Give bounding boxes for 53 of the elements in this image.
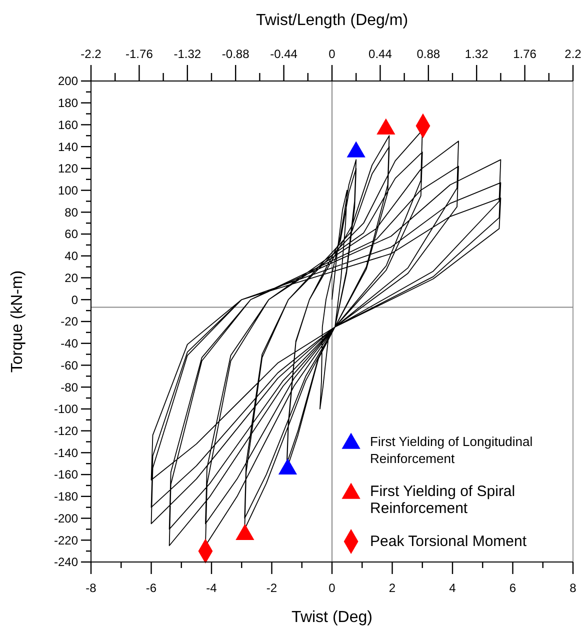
point [236, 524, 254, 540]
y-tick-label: -240 [54, 555, 78, 570]
y-tick-label: 40 [64, 249, 78, 264]
legend-label: First Yielding of Longitudinal Reinforcement [370, 434, 533, 466]
x2-tick-label: -2.2 [80, 47, 102, 61]
y-tick-label: 0 [71, 292, 78, 307]
x-tick-label: 8 [570, 581, 577, 595]
point [346, 141, 366, 158]
legend-label: Peak Torsional Moment [370, 533, 528, 550]
y-axis-title: Torque (kN-m) [9, 270, 26, 373]
point [376, 118, 396, 134]
x-tick-label: -2 [266, 581, 278, 595]
y-tick-label: 180 [58, 96, 78, 110]
y-tick-label: -40 [60, 336, 78, 351]
x-tick-label: -8 [86, 581, 97, 595]
y-tick-label: 200 [58, 74, 78, 88]
y-tick-label: -80 [60, 380, 78, 394]
y-tick-label: 140 [58, 140, 78, 154]
x2-tick-label: 2.2 [564, 47, 582, 61]
y-tick-label: 20 [64, 270, 78, 285]
y-tick-label: 80 [64, 205, 78, 220]
x2-tick-label: -0.44 [270, 47, 298, 61]
x2-tick-label: 0.44 [368, 47, 392, 61]
y-tick-label: 160 [58, 118, 78, 132]
x2-axis-title: Twist/Length (Deg/m) [256, 12, 408, 29]
x2-tick-label: -1.32 [174, 47, 202, 61]
y-tick-label: 100 [58, 184, 78, 198]
y-tick-label: -100 [54, 402, 78, 416]
point [278, 458, 298, 474]
y-tick-label: -140 [54, 446, 78, 460]
x2-tick-label: 1.32 [464, 47, 489, 61]
y-tick-label: -200 [54, 511, 78, 526]
x-tick-label: 0 [328, 581, 336, 595]
x-tick-label: -6 [146, 581, 157, 595]
x2-tick-label: 0.88 [416, 47, 440, 61]
legend-label: First Yielding of Spiral Reinforcement [370, 483, 516, 517]
x2-tick-label: 1.76 [513, 47, 537, 61]
y-tick-label: 60 [64, 227, 78, 242]
y-tick-label: -160 [54, 468, 78, 482]
y-tick-label: -220 [54, 533, 78, 548]
x-tick-label: 4 [449, 581, 456, 595]
y-tick-label: -20 [60, 314, 78, 329]
y-tick-label: -60 [60, 358, 78, 372]
y-tick-label: 120 [58, 162, 78, 176]
y-tick-label: -180 [54, 490, 78, 504]
x-axis-title: Twist (Deg) [292, 609, 372, 626]
x-tick-label: -4 [206, 581, 218, 595]
x2-tick-label: -1.76 [126, 47, 154, 61]
x2-tick-label: 0 [328, 47, 336, 61]
y-tick-label: -120 [54, 424, 78, 438]
x-tick-label: 6 [509, 581, 516, 595]
x-tick-label: 2 [388, 581, 396, 595]
x2-tick-label: -0.88 [222, 47, 250, 61]
